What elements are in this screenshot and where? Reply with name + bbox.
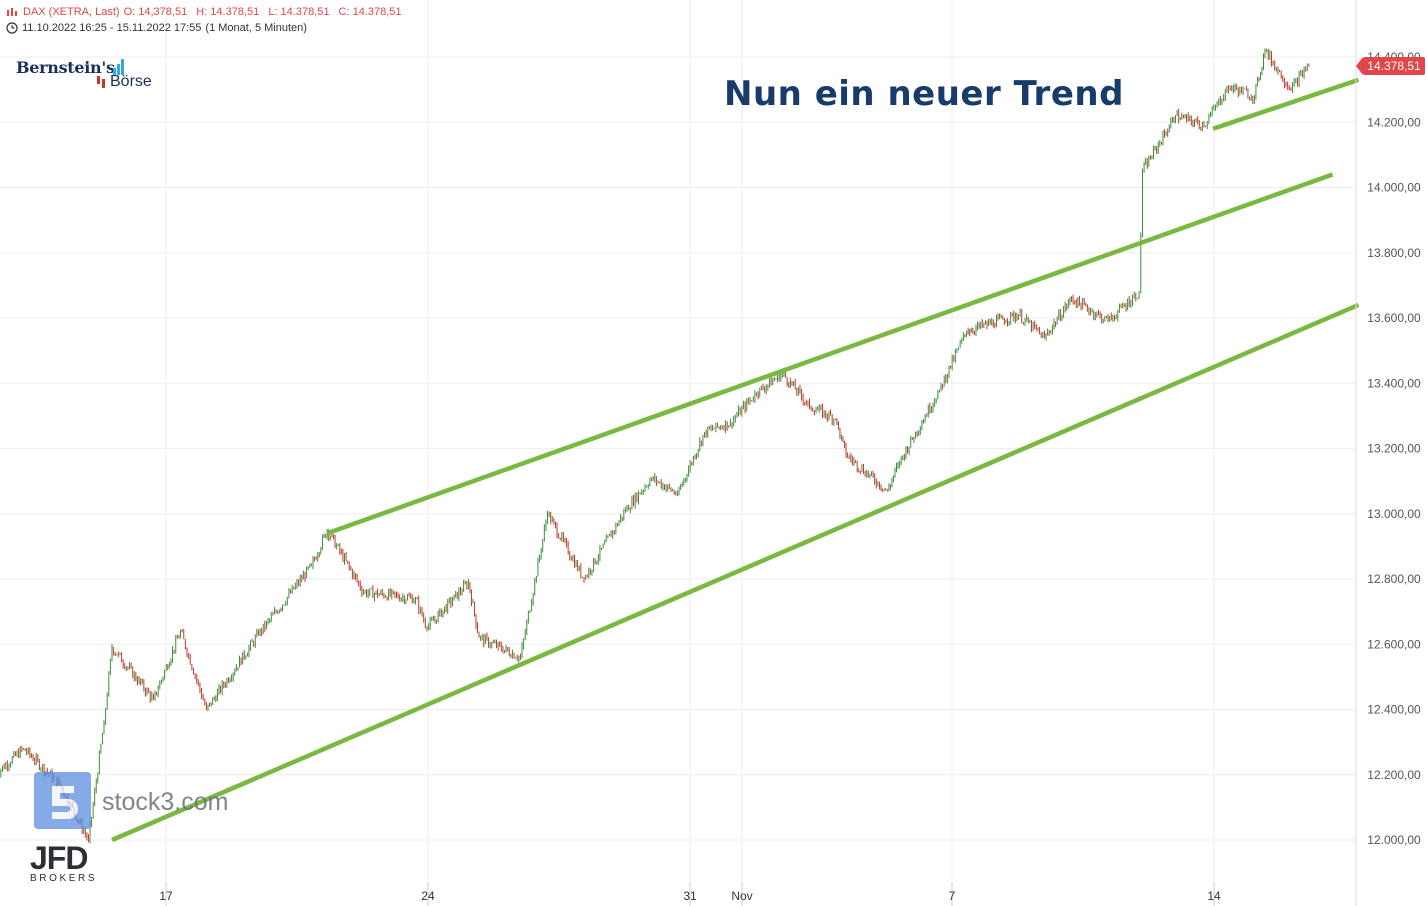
- jfd-logo: JFD BROKERS: [28, 840, 98, 886]
- bernstein-logo: Bernstein's Börse: [16, 56, 166, 96]
- trendline: [111, 302, 1360, 843]
- high-value: H: 14.378,51: [196, 6, 260, 18]
- y-tick-label: 14.200,00: [1367, 115, 1421, 129]
- x-tick-label: 14: [1207, 889, 1221, 903]
- instrument-name: DAX (XETRA, Last): [23, 6, 120, 18]
- last-price-tag: 14.378,51: [1356, 57, 1425, 75]
- ohlc-values: O: 14,378,51 H: 14.378,51 L: 14.378,51 C…: [124, 6, 408, 18]
- jfd-logo-text: JFD: [30, 840, 88, 876]
- date-range: 11.10.2022 16:25 - 15.11.2022 17:55: [22, 22, 202, 34]
- open-value: O: 14,378,51: [123, 6, 188, 18]
- stock3-watermark-text: stock3.com: [102, 788, 229, 816]
- bernstein-logo-text: Bernstein's: [16, 58, 115, 77]
- y-tick-label: 12.600,00: [1367, 637, 1421, 651]
- y-tick-label: 13.800,00: [1367, 246, 1421, 260]
- instrument-header: DAX (XETRA, Last) O: 14,378,51 H: 14.378…: [6, 6, 408, 18]
- interval: (1 Monat, 5 Minuten): [205, 22, 307, 34]
- y-tick-label: 12.800,00: [1367, 572, 1421, 586]
- chart-type-icon: [7, 7, 17, 16]
- low-value: L: 14.378,51: [268, 6, 330, 18]
- trend-annotation: Nun ein neuer Trend: [724, 74, 1124, 114]
- y-tick-label: 12.400,00: [1367, 703, 1421, 717]
- borse-logo-text: Börse: [110, 73, 152, 90]
- x-tick-label: Nov: [731, 889, 752, 903]
- y-tick-label: 12.000,00: [1367, 833, 1421, 847]
- range-header: 11.10.2022 16:25 - 15.11.2022 17:55 (1 M…: [6, 22, 307, 34]
- trendline: [1212, 77, 1360, 131]
- x-tick-label: 17: [159, 889, 173, 903]
- x-tick-label: 24: [421, 889, 435, 903]
- jfd-logo-subtext: BROKERS: [30, 873, 98, 884]
- clock-icon: [6, 22, 18, 34]
- y-tick-label: 13.000,00: [1367, 507, 1421, 521]
- y-tick-label: 13.200,00: [1367, 442, 1421, 456]
- stock3-watermark: stock3.com: [34, 772, 274, 830]
- x-tick-label: 31: [683, 889, 697, 903]
- trendline: [326, 172, 1334, 536]
- stock3-logo-icon: [34, 772, 91, 829]
- y-tick-label: 13.600,00: [1367, 311, 1421, 325]
- candle-mark-icon: [97, 76, 105, 88]
- y-tick-label: 14.000,00: [1367, 181, 1421, 195]
- x-tick-label: 7: [949, 889, 956, 903]
- y-tick-label: 13.400,00: [1367, 376, 1421, 390]
- bars-icon: [113, 59, 124, 75]
- close-value: C: 14.378,51: [338, 6, 402, 18]
- y-tick-label: 12.200,00: [1367, 768, 1421, 782]
